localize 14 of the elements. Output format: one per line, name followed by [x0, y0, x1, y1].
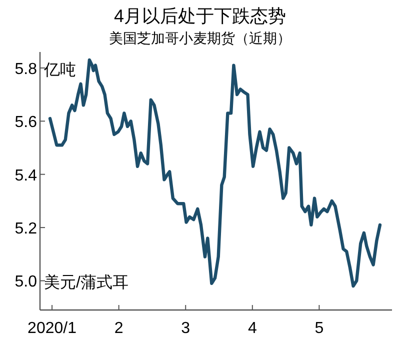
x-tick-label: 5: [314, 320, 324, 337]
y-tick-label: 5.8: [14, 60, 38, 78]
annotation: 亿吨: [43, 60, 76, 79]
chart-subtitle: 美国芝加哥小麦期货（近期）: [109, 30, 291, 46]
x-tick-label: 4: [248, 320, 257, 337]
y-tick-label: 5.4: [14, 167, 38, 184]
annotation: 美元/蒲式耳: [44, 274, 128, 292]
y-tick-label: 5.6: [14, 114, 38, 132]
y-tick-label: 5.2: [14, 220, 38, 238]
chart-title: 4月以后处于下跌态势: [114, 6, 286, 26]
x-tick-label: 2020/1: [28, 320, 77, 337]
x-tick-label: 2: [114, 320, 124, 337]
y-tick-label: 5.0: [14, 274, 38, 291]
x-tick-label: 3: [181, 320, 190, 337]
